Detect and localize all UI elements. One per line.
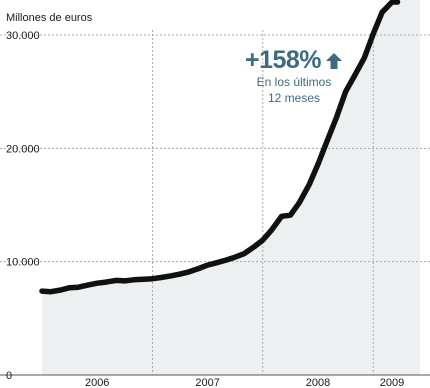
data-line <box>39 0 401 295</box>
x-year-label: 2006 <box>85 377 109 388</box>
y-tick-label: 30.000 <box>6 30 40 42</box>
x-year-label: 2008 <box>306 377 330 388</box>
grid-layer <box>0 30 430 376</box>
growth-caption-line-1: En los últimos <box>256 75 332 89</box>
y-tick-label: 20.000 <box>6 143 40 155</box>
y-axis-unit-label: Millones de euros <box>6 12 93 24</box>
growth-value: +158% <box>244 46 322 74</box>
up-arrow-icon <box>326 52 343 69</box>
growth-caption-line-2: 12 meses <box>267 91 321 105</box>
x-year-label: 2007 <box>195 377 219 388</box>
x-year-label: 2009 <box>380 377 404 388</box>
tick-layer: 0 10.000 20.000 30.000 2006 2007 2008 2009 <box>6 30 404 388</box>
line-layer <box>39 0 401 295</box>
y-tick-label: 0 <box>6 370 12 382</box>
growth-annotation: +158% En los últimos 12 meses <box>224 48 364 105</box>
y-tick-label: 10.000 <box>6 257 40 269</box>
